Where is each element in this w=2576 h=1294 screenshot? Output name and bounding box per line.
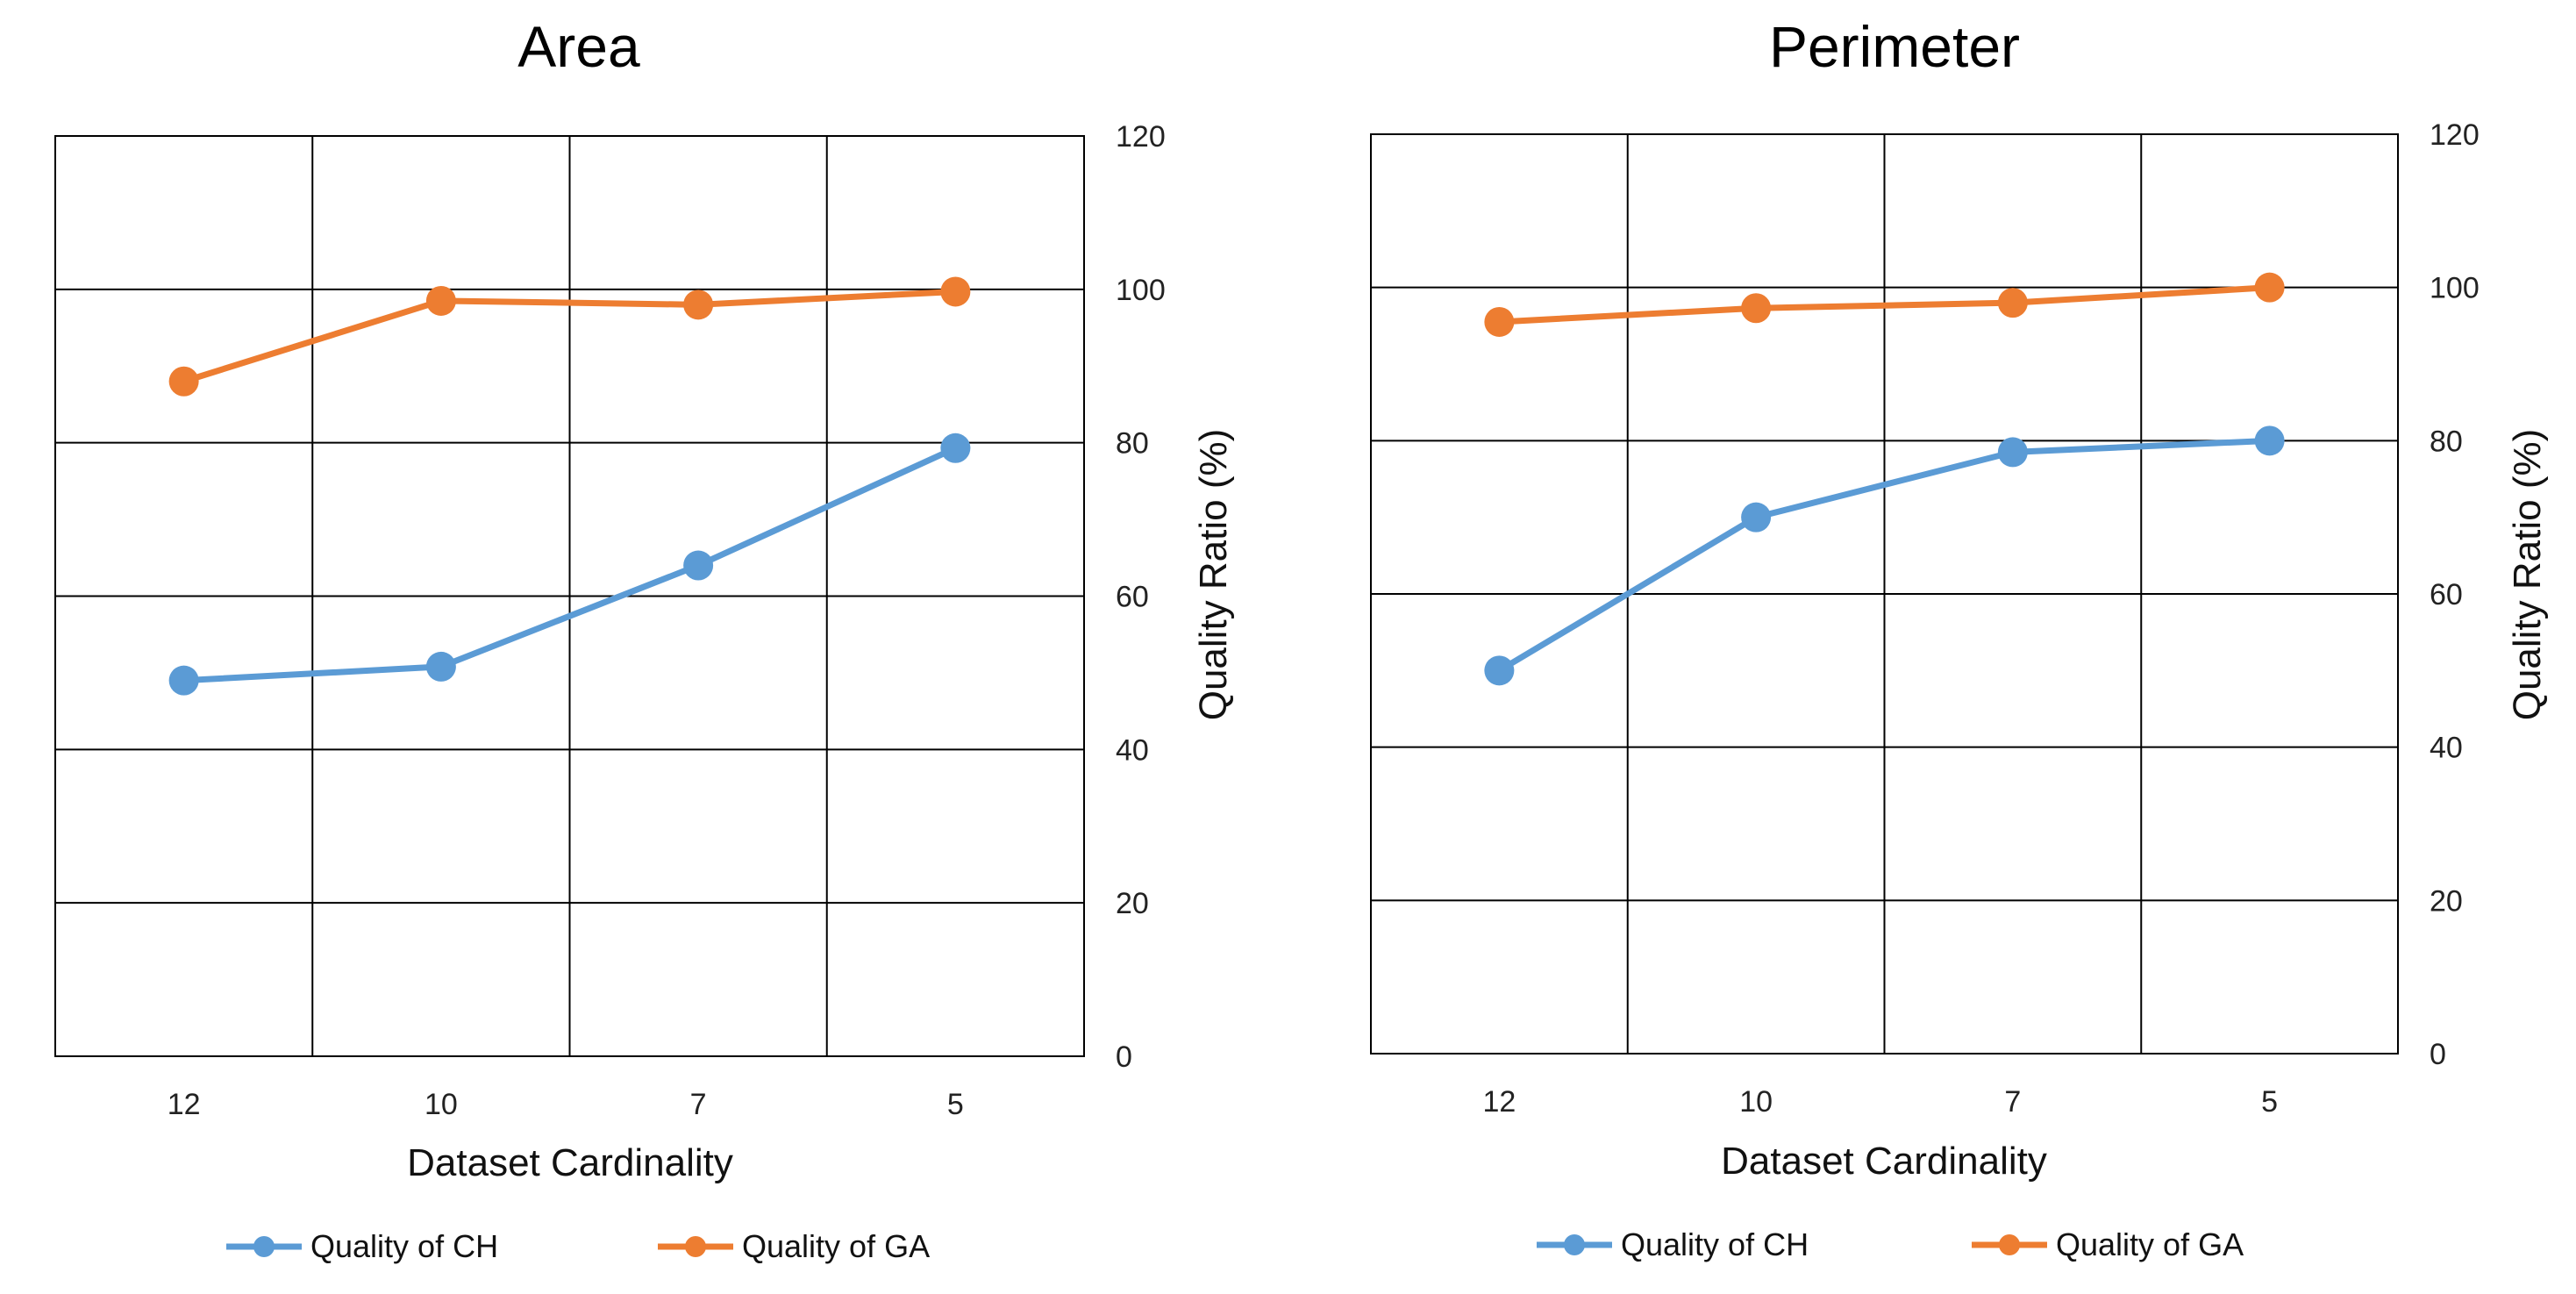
y-tick-label: 120 [2430, 118, 2480, 152]
chart-title: Area [517, 14, 640, 79]
series-ga [1484, 272, 2285, 337]
x-axis-label: Dataset Cardinality [1721, 1140, 2047, 1183]
y-tick-label: 0 [1116, 1040, 1132, 1074]
perimeter-chart: Perimeter 0 20 40 60 80 100 120 12 10 7 5 Dataset… [1370, 14, 2549, 1262]
data-point [1997, 288, 2028, 318]
series-ch [1484, 425, 2285, 686]
y-tick-label: 120 [1116, 120, 1166, 154]
y-tick-label: 40 [1116, 733, 1149, 767]
x-tick-label: 10 [425, 1088, 458, 1121]
legend: Quality of CH Quality of GA [1537, 1226, 2244, 1262]
legend-item-ga: Quality of GA [658, 1228, 930, 1264]
y-tick-labels: 0 20 40 60 80 100 120 [1116, 120, 1166, 1074]
series-ch [168, 433, 971, 696]
data-point [940, 433, 971, 463]
x-tick-labels: 12 10 7 5 [168, 1088, 964, 1121]
legend-label-ga: Quality of GA [742, 1228, 930, 1264]
data-point [1484, 655, 1515, 686]
legend-item-ch: Quality of CH [226, 1228, 498, 1264]
legend-label-ch: Quality of CH [310, 1228, 498, 1264]
x-tick-labels: 12 10 7 5 [1482, 1085, 2278, 1119]
y-axis-label: Quality Ratio (%) [1192, 429, 1235, 721]
x-tick-label: 5 [2261, 1085, 2278, 1119]
data-point [2254, 425, 2285, 456]
legend: Quality of CH Quality of GA [226, 1228, 930, 1264]
x-tick-label: 5 [947, 1088, 964, 1121]
data-point [683, 550, 714, 581]
data-point [940, 276, 971, 307]
y-tick-label: 20 [2430, 884, 2463, 918]
y-tick-label: 0 [2430, 1038, 2446, 1071]
legend-marker-ch [253, 1236, 275, 1257]
data-point [1741, 502, 1772, 533]
legend-label-ga: Quality of GA [2056, 1226, 2244, 1262]
series-group [168, 276, 971, 696]
data-point [1484, 306, 1515, 337]
plot-area [54, 135, 1085, 1057]
legend-item-ch: Quality of CH [1537, 1226, 1809, 1262]
x-tick-label: 12 [168, 1088, 201, 1121]
data-point [1997, 437, 2028, 468]
series-line [1495, 437, 2273, 674]
y-tick-labels: 0 20 40 60 80 100 120 [2430, 118, 2480, 1071]
chart-title: Perimeter [1769, 14, 2020, 79]
x-tick-label: 7 [690, 1088, 707, 1121]
data-point [425, 651, 456, 682]
x-tick-label: 7 [2004, 1085, 2021, 1119]
data-point [2254, 272, 2285, 303]
series-line [1495, 284, 2273, 325]
data-point [425, 285, 456, 316]
data-point [168, 665, 199, 696]
series-group [1484, 272, 2285, 686]
y-tick-label: 80 [2430, 425, 2463, 458]
y-tick-label: 100 [2430, 272, 2480, 305]
y-tick-label: 40 [2430, 732, 2463, 765]
data-point [168, 366, 199, 397]
y-axis-label: Quality Ratio (%) [2506, 429, 2549, 721]
x-tick-label: 12 [1482, 1085, 1516, 1119]
data-point [1741, 293, 1772, 324]
y-tick-label: 60 [1116, 581, 1149, 614]
plot-area [1370, 133, 2399, 1055]
series-line [181, 288, 959, 385]
legend-item-ga: Quality of GA [1972, 1226, 2244, 1262]
area-chart: Area 0 20 40 60 80 100 120 12 10 7 5 Dataset Card… [54, 14, 1235, 1264]
legend-label-ch: Quality of CH [1621, 1226, 1809, 1262]
series-ga [168, 276, 971, 397]
y-tick-label: 60 [2430, 578, 2463, 611]
x-tick-label: 10 [1739, 1085, 1773, 1119]
data-point [683, 290, 714, 320]
x-axis-label: Dataset Cardinality [407, 1141, 733, 1184]
legend-marker-ga [685, 1236, 706, 1257]
series-line [181, 445, 959, 684]
legend-marker-ch [1564, 1234, 1585, 1255]
y-tick-label: 100 [1116, 274, 1166, 307]
y-tick-label: 80 [1116, 427, 1149, 461]
y-tick-label: 20 [1116, 887, 1149, 920]
legend-marker-ga [1999, 1234, 2020, 1255]
